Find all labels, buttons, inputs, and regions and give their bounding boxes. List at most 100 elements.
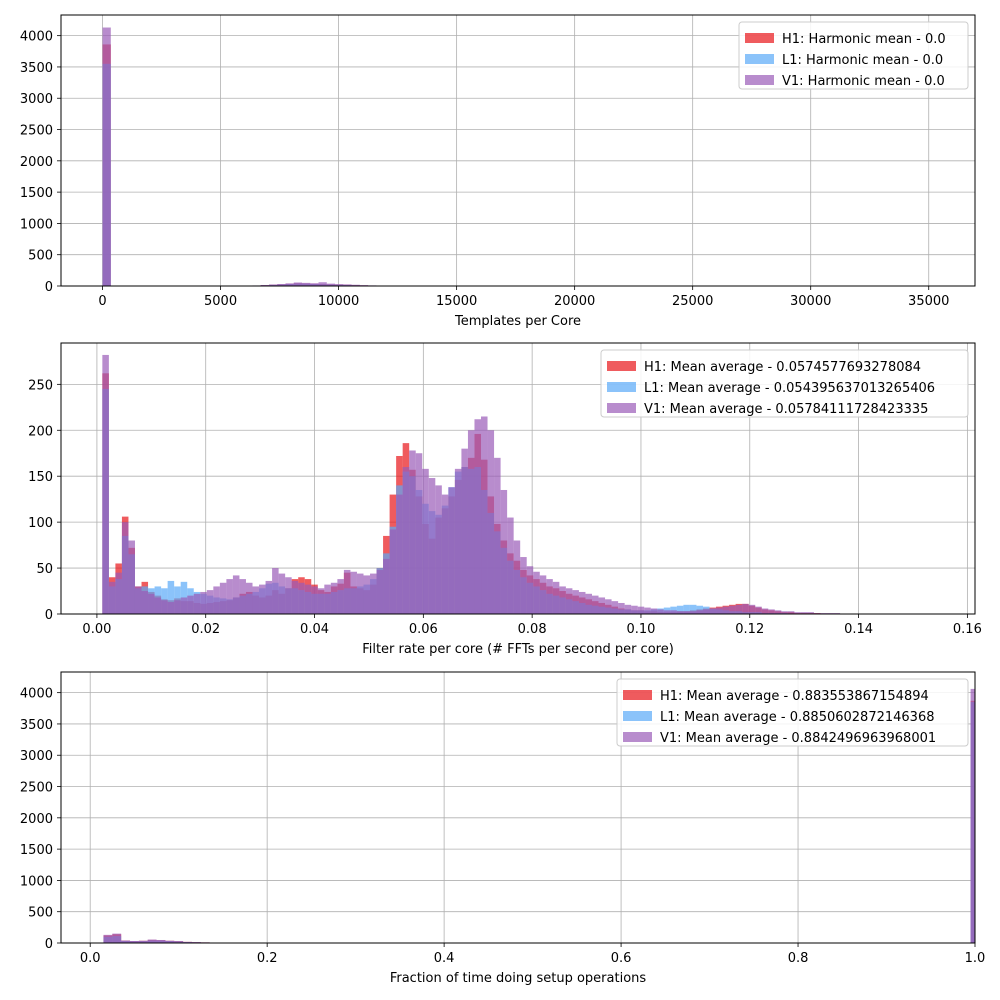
histogram-bar: [167, 602, 175, 614]
histogram-bar: [631, 605, 638, 614]
legend-entry: V1: Mean average - 0.8842496963968001: [660, 731, 936, 746]
histogram-bar: [343, 284, 352, 286]
histogram-bar: [670, 610, 677, 614]
legend-entry: H1: Harmonic mean - 0.0: [782, 32, 946, 47]
histogram-bar: [520, 557, 527, 614]
x-tick-label: 0.10: [626, 622, 655, 637]
histogram-bar: [383, 558, 390, 614]
histogram-bar: [161, 600, 168, 614]
histogram-bar: [156, 939, 166, 943]
histogram-bar: [585, 593, 592, 614]
histogram-bar: [467, 430, 475, 614]
legend-box: [738, 21, 969, 90]
histogram-bar: [128, 540, 135, 614]
histogram-bar: [598, 597, 606, 614]
histogram-bar: [293, 282, 303, 286]
histogram-bar: [103, 934, 113, 943]
y-tick-label: 3000: [20, 92, 53, 107]
gridlines: [61, 15, 975, 287]
histogram-bar: [676, 605, 684, 614]
histogram-bar: [291, 580, 299, 614]
histogram-bar: [134, 586, 142, 614]
histogram-bar: [310, 283, 319, 286]
histogram-bar: [716, 607, 723, 614]
x-tick-label: 0.00: [82, 622, 111, 637]
legend: H1: Mean average - 0.883553867154894 L1: …: [616, 678, 969, 747]
y-axis: 0 50 100 150 200 250: [28, 378, 61, 623]
histogram-bar: [735, 604, 743, 614]
histogram-bar: [689, 604, 697, 614]
histogram-bar: [138, 940, 148, 943]
histogram-bar: [422, 468, 429, 614]
histogram-bar: [268, 284, 278, 286]
histogram-bar: [409, 450, 416, 614]
histogram-bar: [481, 416, 488, 614]
histogram-bar: [245, 582, 253, 614]
x-tick-label: 0.14: [844, 622, 873, 637]
histogram-bar: [396, 494, 403, 614]
histogram-bar: [148, 593, 155, 614]
histogram-bar: [578, 591, 586, 614]
histogram-bar: [552, 581, 560, 614]
histogram-bar: [337, 579, 344, 614]
y-tick-label: 3000: [20, 749, 53, 764]
histogram-bar: [800, 612, 808, 614]
histogram-bar: [774, 610, 782, 614]
histogram-bar: [121, 940, 131, 943]
histogram-bar: [618, 602, 625, 614]
x-tick-label: 20000: [554, 294, 595, 309]
histogram-bar: [572, 590, 579, 614]
series-v1: [102, 354, 841, 614]
x-axis-label: Templates per Core: [454, 314, 581, 329]
histogram-bar: [318, 282, 327, 286]
x-axis-label: Fraction of time doing setup operations: [390, 971, 647, 986]
x-tick-label: 0.2: [257, 951, 278, 966]
histogram-bar: [402, 467, 410, 614]
histogram-bar: [689, 611, 697, 614]
histogram-bar: [683, 611, 690, 614]
histogram-bar: [130, 940, 139, 943]
histogram-bar: [787, 611, 795, 614]
histogram-bar: [265, 580, 273, 614]
histogram-bar: [761, 608, 769, 614]
x-tick-label: 1.0: [965, 951, 986, 966]
x-axis: 0.0 0.2 0.4 0.6 0.8 1.0: [80, 943, 985, 966]
series-l1: [102, 63, 410, 286]
x-tick-label: 0.0: [80, 951, 101, 966]
histogram-bar: [147, 939, 157, 943]
legend-entry: L1: Mean average - 0.8850602872146368: [660, 710, 935, 725]
x-tick-label: 25000: [672, 294, 713, 309]
histogram-bar: [370, 573, 377, 614]
histogram-bar: [591, 595, 599, 614]
histogram-bar: [260, 284, 269, 286]
axes-frame: [60, 14, 976, 287]
histogram-bar: [311, 586, 318, 614]
y-tick-label: 50: [36, 562, 53, 577]
histogram-bar: [226, 579, 233, 614]
histogram-bar: [605, 599, 612, 614]
legend-entry: H1: Mean average - 0.0574577693278084: [644, 360, 921, 375]
legend-swatch: [623, 732, 652, 742]
histogram-bar: [239, 579, 246, 614]
y-tick-label: 2500: [20, 781, 53, 796]
histogram-bar: [696, 605, 703, 614]
histogram-bar: [356, 573, 364, 614]
histogram-bar: [663, 610, 671, 614]
legend-box: [600, 349, 969, 418]
histogram-bar: [335, 284, 344, 286]
histogram-bar: [474, 419, 482, 614]
histogram-bar: [533, 571, 540, 614]
y-tick-label: 1000: [20, 217, 53, 232]
legend-swatch: [623, 711, 652, 721]
histogram-bar: [154, 597, 162, 614]
histogram-bar: [755, 606, 762, 614]
series-h1: [102, 44, 418, 286]
y-tick-label: 3500: [20, 718, 53, 733]
histogram-bar: [454, 468, 462, 614]
histogram-bar: [108, 581, 116, 614]
x-tick-label: 0.4: [434, 951, 455, 966]
histogram-bar: [970, 688, 975, 943]
y-tick-label: 1500: [20, 186, 53, 201]
histogram-bar: [768, 609, 775, 614]
